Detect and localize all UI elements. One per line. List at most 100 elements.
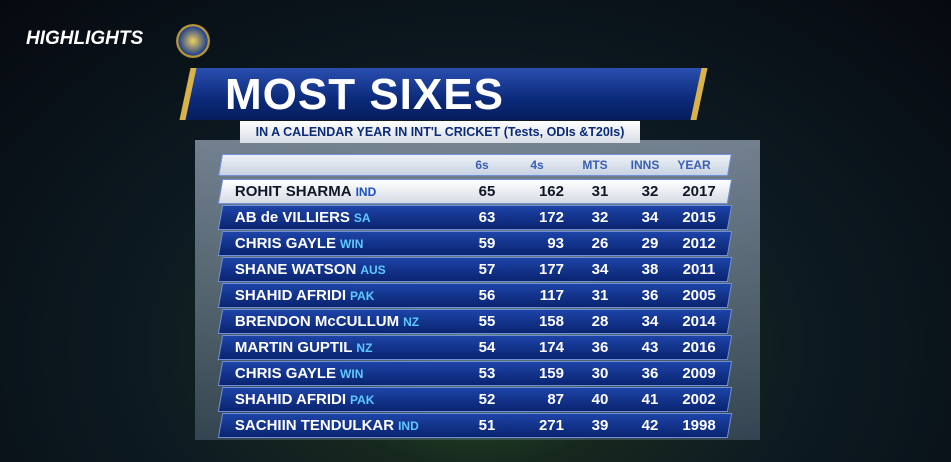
stat-value: 63: [478, 209, 496, 226]
stat-value: 87: [547, 391, 564, 408]
stat-value: 158: [538, 313, 564, 330]
stat-value: 34: [641, 313, 659, 330]
highlights-label: HIGHLIGHTS: [26, 28, 144, 49]
stat-value: 34: [641, 209, 659, 226]
stat-value: 34: [591, 261, 609, 278]
table-row: CHRIS GAYLE WIN 59 93 26 29 2012: [217, 231, 733, 256]
stat-value: 32: [641, 183, 659, 200]
stat-value: 42: [641, 417, 659, 434]
country: IND: [398, 419, 419, 433]
player-cell: SHANE WATSON AUS: [235, 258, 386, 282]
stat-value: 36: [641, 365, 659, 382]
stat-value: 172: [538, 209, 564, 226]
table-row: SHANE WATSON AUS 57 177 34 38 2011: [217, 257, 733, 282]
player-cell: SHAHID AFRIDI PAK: [235, 284, 375, 308]
player-cell: SACHIIN TENDULKAR IND: [235, 414, 419, 438]
stat-value: 2012: [682, 235, 716, 252]
stat-value: 36: [591, 339, 609, 356]
stat-value: 159: [538, 365, 564, 382]
stat-value: 36: [641, 287, 659, 304]
player-name: CHRIS GAYLE: [234, 235, 337, 252]
player-name: BRENDON McCULLUM: [234, 313, 400, 330]
stat-value: 2002: [682, 391, 716, 408]
player-cell: CHRIS GAYLE WIN: [235, 362, 363, 386]
column-header: INNS: [630, 158, 660, 172]
stat-value: 28: [591, 313, 609, 330]
table-row: SHAHID AFRIDI PAK 52 87 40 41 2002: [217, 387, 733, 412]
stat-value: 26: [591, 235, 609, 252]
player-cell: AB de VILLIERS SA: [235, 206, 371, 230]
table-row: CHRIS GAYLE WIN 53 159 30 36 2009: [217, 361, 733, 386]
player-cell: CHRIS GAYLE WIN: [235, 232, 363, 256]
table-row: AB de VILLIERS SA 63 172 32 34 2015: [217, 205, 733, 230]
table-row: MARTIN GUPTIL NZ 54 174 36 43 2016: [217, 335, 733, 360]
player-name: AB de VILLIERS: [234, 209, 350, 226]
stat-value: 51: [478, 417, 496, 434]
player-cell: MARTIN GUPTIL NZ: [235, 336, 373, 360]
player-name: SHAHID AFRIDI: [234, 391, 347, 408]
player-cell: ROHIT SHARMA IND: [235, 180, 376, 204]
stat-value: 2017: [682, 183, 716, 200]
player-name: MARTIN GUPTIL: [234, 339, 353, 356]
stat-value: 65: [478, 183, 496, 200]
column-header: 4s: [530, 158, 544, 172]
column-header: MTS: [582, 158, 608, 172]
stat-value: 59: [478, 235, 496, 252]
country: WIN: [340, 237, 364, 251]
stat-value: 271: [538, 417, 564, 434]
country: NZ: [403, 315, 420, 329]
stat-value: 56: [478, 287, 496, 304]
stat-value: 2005: [682, 287, 716, 304]
stat-value: 52: [478, 391, 496, 408]
stat-value: 55: [478, 313, 496, 330]
table-row: BRENDON McCULLUM NZ 55 158 28 34 2014: [217, 309, 733, 334]
country: PAK: [350, 289, 375, 303]
title: MOST SIXES: [225, 70, 504, 119]
stat-value: 177: [538, 261, 564, 278]
stat-value: 93: [547, 235, 564, 252]
player-cell: BRENDON McCULLUM NZ: [235, 310, 419, 334]
country: PAK: [350, 393, 375, 407]
table-row: SACHIIN TENDULKAR IND 51 271 39 42 1998: [217, 413, 733, 438]
stat-value: 41: [641, 391, 659, 408]
table-row: ROHIT SHARMA IND 65 162 31 32 2017: [217, 179, 733, 204]
player-name: SHANE WATSON: [234, 261, 357, 278]
column-header: YEAR: [677, 158, 711, 172]
stat-value: 2014: [682, 313, 716, 330]
stat-value: 162: [538, 183, 564, 200]
country: NZ: [356, 341, 373, 355]
country: IND: [355, 185, 377, 199]
stat-value: 32: [591, 209, 609, 226]
stat-value: 57: [478, 261, 496, 278]
player-name: SHAHID AFRIDI: [234, 287, 347, 304]
stat-value: 54: [478, 339, 496, 356]
stat-value: 2011: [682, 261, 716, 278]
stat-value: 31: [591, 183, 609, 200]
subtitle: IN A CALENDAR YEAR IN INT'L CRICKET (Tes…: [240, 121, 640, 143]
player-cell: SHAHID AFRIDI PAK: [235, 388, 375, 412]
stat-value: 40: [591, 391, 609, 408]
stat-value: 43: [641, 339, 659, 356]
stat-value: 30: [591, 365, 609, 382]
stat-value: 1998: [682, 417, 716, 434]
column-header: 6s: [475, 158, 489, 172]
stat-value: 117: [539, 287, 564, 304]
stat-value: 2016: [682, 339, 716, 356]
stat-value: 39: [591, 417, 609, 434]
country: SA: [353, 211, 371, 225]
logo: [176, 24, 210, 58]
stat-value: 53: [478, 365, 496, 382]
stat-value: 29: [641, 235, 659, 252]
stat-value: 2009: [682, 365, 716, 382]
stat-value: 31: [591, 287, 609, 304]
country: AUS: [360, 263, 386, 277]
table-row: SHAHID AFRIDI PAK 56 117 31 36 2005: [217, 283, 733, 308]
stat-value: 2015: [682, 209, 716, 226]
player-name: CHRIS GAYLE: [234, 365, 337, 382]
country: WIN: [340, 367, 364, 381]
player-name: SACHIIN TENDULKAR: [234, 417, 395, 434]
stat-value: 174: [538, 339, 564, 356]
player-name: ROHIT SHARMA: [234, 183, 352, 200]
stat-value: 38: [641, 261, 659, 278]
